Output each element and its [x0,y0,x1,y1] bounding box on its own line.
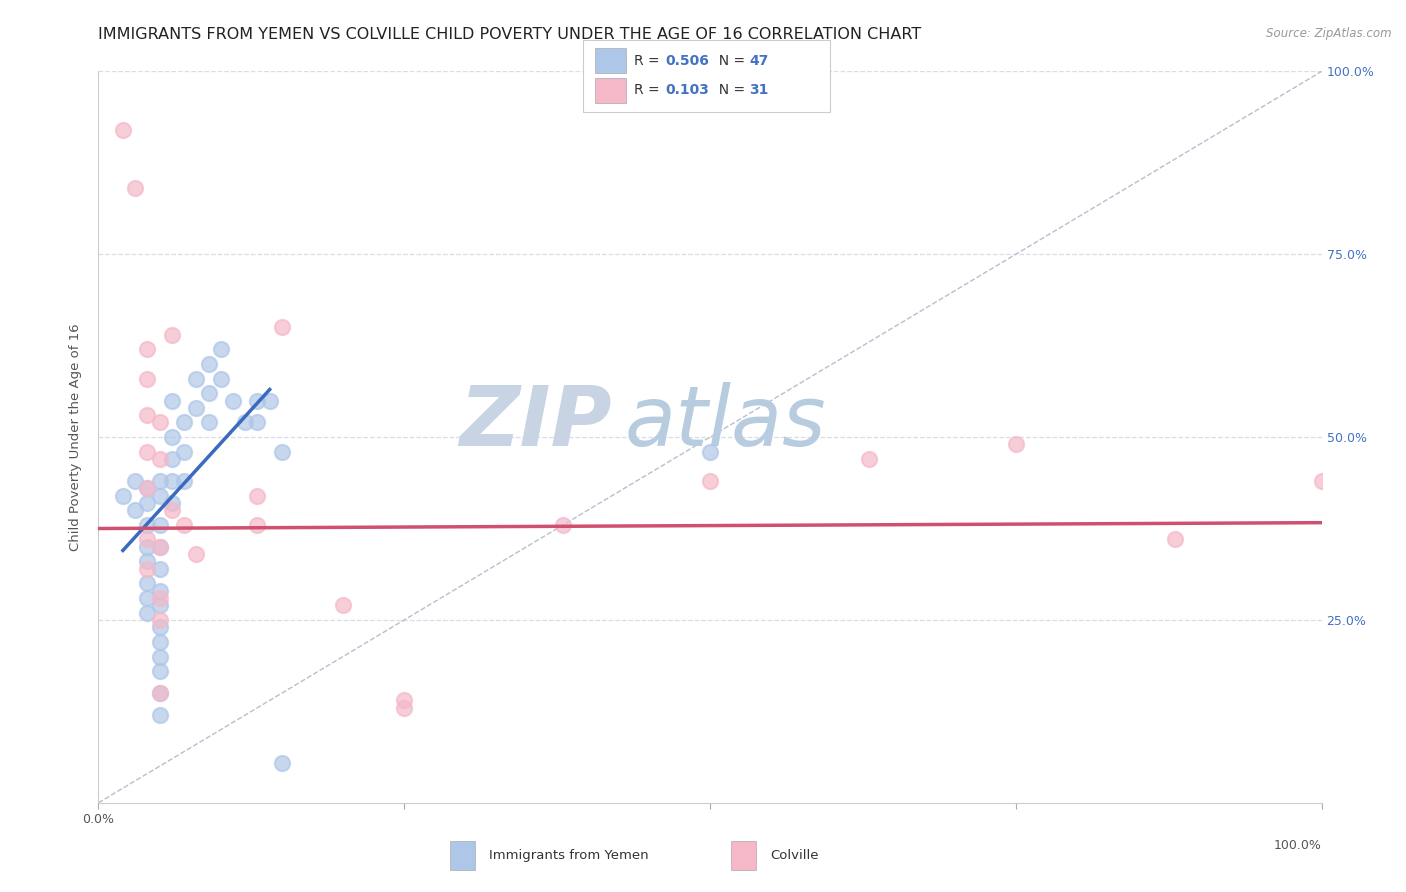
Point [149,686,172,700]
Point [392,693,416,707]
Point [160,430,183,444]
Point [392,700,416,714]
Point [149,591,172,605]
Point [209,371,232,385]
Point [124,181,146,195]
Point [246,517,269,532]
Point [111,489,134,503]
Point [136,444,159,458]
Point [149,489,172,503]
Point [136,606,159,620]
Text: 0.506: 0.506 [665,54,709,68]
Point [270,320,292,334]
Point [124,503,146,517]
Text: ZIP: ZIP [460,382,612,463]
Point [149,517,172,532]
Point [160,393,183,408]
Point [160,503,183,517]
Point [160,452,183,467]
Point [136,576,159,591]
Point [186,547,208,561]
Text: 100.0%: 100.0% [1274,839,1322,853]
Point [699,474,721,488]
Point [149,583,172,598]
Point [233,416,256,430]
Text: Immigrants from Yemen: Immigrants from Yemen [489,849,650,862]
Text: N =: N = [710,83,749,97]
Point [136,481,159,495]
Point [149,664,172,678]
Point [136,554,159,568]
Point [136,371,159,385]
Point [149,620,172,634]
Point [136,562,159,576]
Point [149,452,172,467]
Point [149,416,172,430]
Point [149,649,172,664]
Point [149,635,172,649]
Point [149,708,172,723]
Point [197,386,219,401]
Point [246,416,269,430]
Point [1310,474,1333,488]
Point [136,533,159,547]
Point [1004,437,1026,451]
Point [149,562,172,576]
Text: R =: R = [634,83,664,97]
Text: 31: 31 [749,83,769,97]
Text: N =: N = [710,54,749,68]
Point [246,393,269,408]
Y-axis label: Child Poverty Under the Age of 16: Child Poverty Under the Age of 16 [69,323,83,551]
Point [136,517,159,532]
Point [136,408,159,422]
Point [173,416,195,430]
Point [173,517,195,532]
Point [1164,533,1187,547]
Point [136,496,159,510]
Point [173,474,195,488]
Text: Source: ZipAtlas.com: Source: ZipAtlas.com [1267,27,1392,40]
Point [124,474,146,488]
Point [259,393,281,408]
Point [209,343,232,357]
Point [186,371,208,385]
Point [197,416,219,430]
Point [136,343,159,357]
Point [160,327,183,342]
Text: atlas: atlas [624,382,827,463]
Point [553,517,575,532]
Point [160,474,183,488]
Point [149,474,172,488]
Point [136,591,159,605]
Point [136,540,159,554]
Point [149,540,172,554]
Text: 47: 47 [749,54,769,68]
Point [149,613,172,627]
Point [858,452,880,467]
Point [160,496,183,510]
Text: 0.103: 0.103 [665,83,709,97]
Text: Colville: Colville [770,849,818,862]
Point [270,756,292,770]
Point [270,444,292,458]
Point [332,599,354,613]
Point [149,540,172,554]
Text: R =: R = [634,54,664,68]
Point [699,444,721,458]
Point [111,123,134,137]
Point [149,599,172,613]
Point [149,686,172,700]
Point [246,489,269,503]
Point [136,481,159,495]
Point [173,444,195,458]
Point [222,393,245,408]
Point [186,401,208,415]
Point [197,357,219,371]
Text: IMMIGRANTS FROM YEMEN VS COLVILLE CHILD POVERTY UNDER THE AGE OF 16 CORRELATION : IMMIGRANTS FROM YEMEN VS COLVILLE CHILD … [98,27,922,42]
